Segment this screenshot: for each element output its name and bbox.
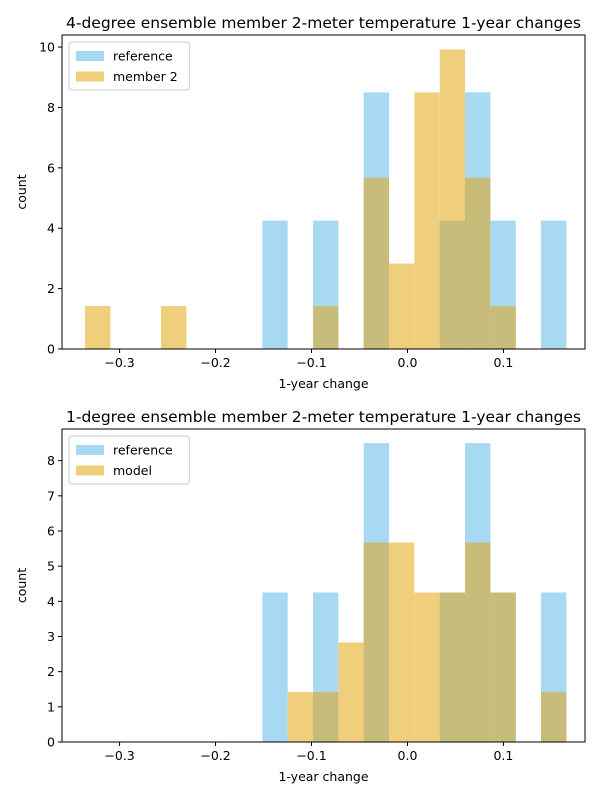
x-tick-label: 0.0 [398, 748, 418, 763]
x-tick-label: −0.2 [200, 748, 230, 763]
x-tick-label: −0.1 [296, 355, 326, 370]
x-tick-label: 0.1 [493, 748, 513, 763]
y-tick-label: 2 [47, 664, 55, 679]
y-tick-label: 5 [47, 559, 55, 574]
y-tick-label: 7 [47, 488, 55, 503]
bar-overlap [541, 692, 567, 742]
legend-label: reference [113, 49, 173, 64]
y-tick-label: 8 [47, 453, 55, 468]
y-tick-label: 0 [47, 735, 55, 750]
y-axis-label: count [14, 568, 29, 603]
bar-model [414, 592, 440, 742]
bar-member-2 [414, 92, 440, 349]
bar-overlap [313, 692, 339, 742]
x-tick-label: −0.1 [296, 748, 326, 763]
legend: reference member 2 [68, 41, 190, 91]
legend-label: reference [113, 443, 173, 458]
bar-member-2 [389, 263, 415, 349]
legend-label: model [113, 463, 152, 478]
bar-overlap [439, 592, 466, 742]
bar-model [389, 542, 415, 742]
x-axis-label: 1-year change [278, 769, 368, 784]
chart-4-degree: 4-degree ensemble member 2-meter tempera… [14, 14, 586, 391]
axes-frame [61, 428, 586, 743]
legend-swatch [76, 465, 104, 476]
y-tick-label: 8 [47, 100, 55, 115]
bar-overlap [363, 542, 390, 742]
bar-model [287, 692, 314, 742]
y-tick-label: 6 [47, 523, 55, 538]
bar-model [338, 642, 364, 742]
y-tick-label: 2 [47, 281, 55, 296]
y-axis-label: count [14, 174, 29, 209]
bar-overlap [465, 542, 491, 742]
y-tick-label: 6 [47, 160, 55, 175]
bar-member-2 [161, 306, 187, 349]
y-tick-label: 3 [47, 629, 55, 644]
bar-overlap [363, 177, 390, 349]
bar-overlap [490, 306, 516, 349]
chart-title: 4-degree ensemble member 2-meter tempera… [66, 14, 581, 32]
legend: reference model [68, 435, 190, 485]
x-tick-label: −0.2 [200, 355, 230, 370]
bar-member-2 [85, 306, 111, 349]
axes-frame [61, 34, 586, 350]
x-tick-label: 0.0 [398, 355, 418, 370]
chart-title: 1-degree ensemble member 2-meter tempera… [66, 408, 581, 426]
bar-overlap [313, 306, 339, 349]
bar-overlap [465, 177, 491, 349]
x-tick-label: 0.1 [493, 355, 513, 370]
x-axis-label: 1-year change [278, 376, 368, 391]
legend-swatch [76, 445, 104, 455]
legend-label: member 2 [113, 69, 178, 84]
y-tick-label: 4 [47, 594, 55, 609]
x-tick-label: −0.3 [104, 748, 134, 763]
bar-reference [262, 592, 288, 742]
bar-reference [541, 220, 567, 349]
x-tick-label: −0.3 [104, 355, 134, 370]
bar-reference [262, 220, 288, 349]
y-tick-label: 1 [47, 699, 55, 714]
y-tick-label: 10 [39, 40, 55, 55]
bar-overlap [490, 592, 516, 742]
y-tick-label: 0 [47, 342, 55, 357]
bar-overlap [439, 220, 466, 349]
chart-1-degree: 1-degree ensemble member 2-meter tempera… [14, 408, 586, 784]
legend-swatch [76, 71, 104, 82]
legend-swatch [76, 51, 104, 61]
y-tick-label: 4 [47, 221, 55, 236]
